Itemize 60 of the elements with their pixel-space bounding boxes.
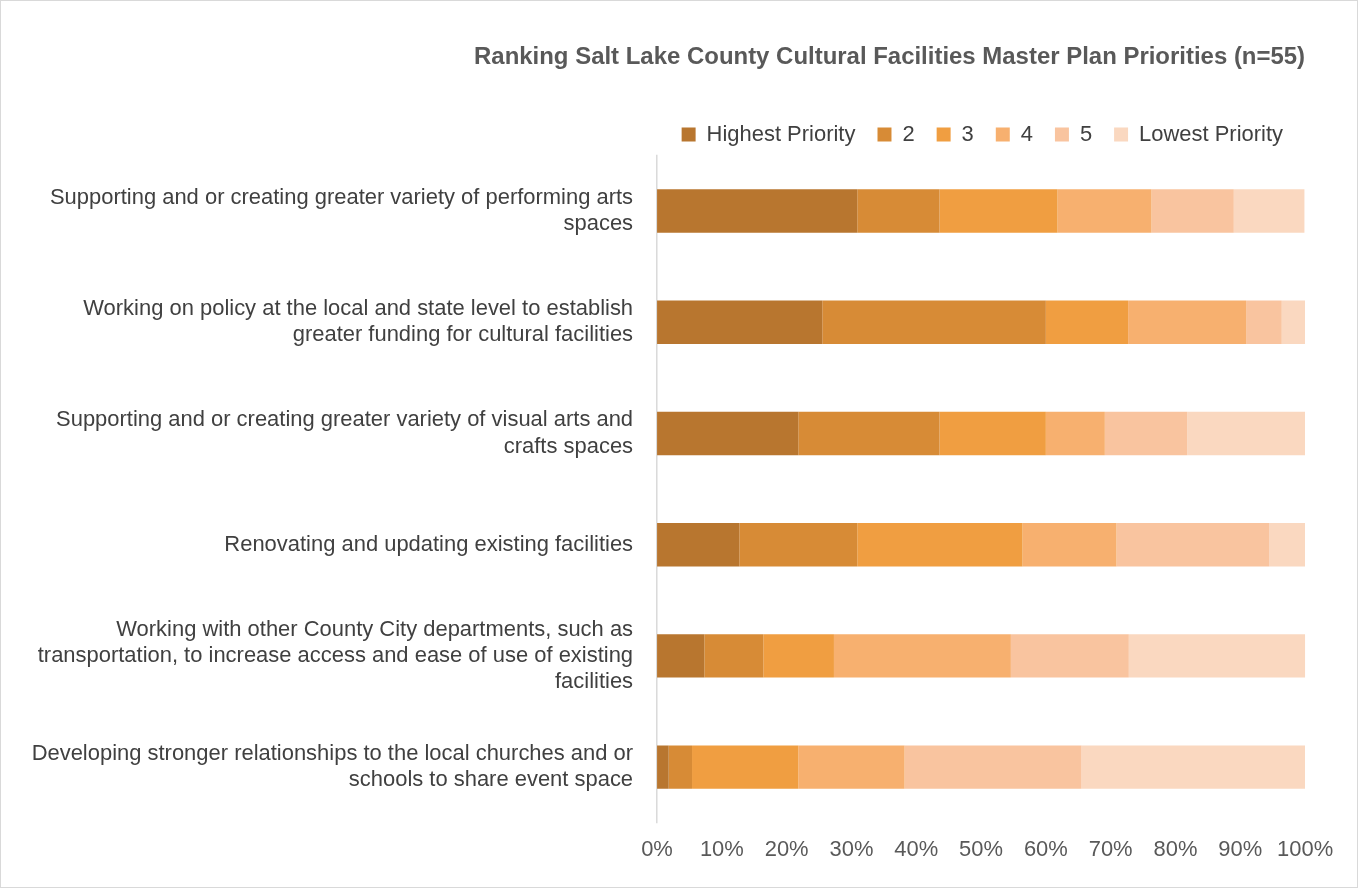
x-tick-label: 0% bbox=[641, 835, 673, 861]
bar bbox=[1045, 411, 1105, 456]
bar bbox=[1045, 300, 1129, 344]
x-tick-label: 100% bbox=[1277, 835, 1334, 861]
bar bbox=[798, 411, 940, 456]
bar bbox=[1104, 411, 1188, 456]
bar bbox=[1022, 523, 1117, 567]
bar bbox=[1151, 189, 1234, 233]
bar bbox=[1116, 523, 1270, 567]
bar bbox=[1081, 745, 1306, 789]
bar bbox=[798, 745, 905, 789]
bar bbox=[1269, 523, 1306, 567]
bar bbox=[904, 745, 1082, 789]
y-tick-label: Supporting and or creating greater variety of performing arts spaces bbox=[49, 183, 634, 236]
x-tick-label: 20% bbox=[764, 835, 809, 861]
x-tick-label: 70% bbox=[1088, 835, 1133, 861]
y-tick-label: Supporting and or creating greater variety of visual arts and crafts spaces bbox=[56, 406, 634, 458]
bar bbox=[657, 745, 669, 789]
y-tick-label: Working with other County City departments, such as transportation, to increase access and ease of use of existing facilities bbox=[37, 615, 634, 694]
chart-title: Ranking Salt Lake County Cultural Facilities Master Plan Priorities (n=55) bbox=[474, 41, 1306, 69]
bar bbox=[657, 523, 740, 567]
bar bbox=[657, 411, 799, 456]
bar bbox=[692, 745, 799, 789]
bar bbox=[657, 634, 705, 678]
bar bbox=[1281, 300, 1306, 344]
x-tick-label: 30% bbox=[829, 835, 874, 861]
legend-label: 5 bbox=[1079, 120, 1093, 146]
bar bbox=[1128, 300, 1247, 344]
y-tick-label: Developing stronger relationships to the local churches and or schools to share event space bbox=[31, 740, 634, 792]
x-tick-label: 50% bbox=[959, 835, 1004, 861]
bar bbox=[657, 300, 823, 344]
bar bbox=[1010, 634, 1129, 678]
bar bbox=[763, 634, 834, 678]
bar bbox=[657, 189, 858, 233]
legend-label: 4 bbox=[1020, 120, 1033, 146]
bar bbox=[857, 189, 940, 233]
bar bbox=[1057, 189, 1152, 233]
x-tick-label: 60% bbox=[1023, 835, 1068, 861]
legend-label: 2 bbox=[902, 120, 915, 146]
bar bbox=[1187, 411, 1306, 456]
x-tick-label: 40% bbox=[894, 835, 939, 861]
bar bbox=[739, 523, 858, 567]
legend-label: Lowest Priority bbox=[1139, 120, 1283, 146]
bar bbox=[833, 634, 1011, 678]
bar bbox=[1128, 634, 1306, 678]
y-tick-label: Working on policy at the local and state level to establish greater funding for cultural facilities bbox=[83, 295, 634, 347]
bar bbox=[939, 189, 1058, 233]
bar bbox=[1246, 300, 1282, 344]
x-tick-label: 10% bbox=[699, 835, 744, 861]
x-tick-label: 90% bbox=[1218, 835, 1263, 861]
bar bbox=[857, 523, 1023, 567]
bar bbox=[668, 745, 693, 789]
legend-label: 3 bbox=[961, 120, 974, 146]
bar bbox=[822, 300, 1046, 344]
legend-label: Highest Priority bbox=[706, 120, 856, 146]
bar bbox=[704, 634, 764, 678]
x-tick-label: 80% bbox=[1153, 835, 1198, 861]
bar bbox=[1233, 189, 1305, 233]
y-tick-label: Renovating and updating existing facilities bbox=[224, 530, 634, 556]
bar bbox=[939, 411, 1046, 456]
